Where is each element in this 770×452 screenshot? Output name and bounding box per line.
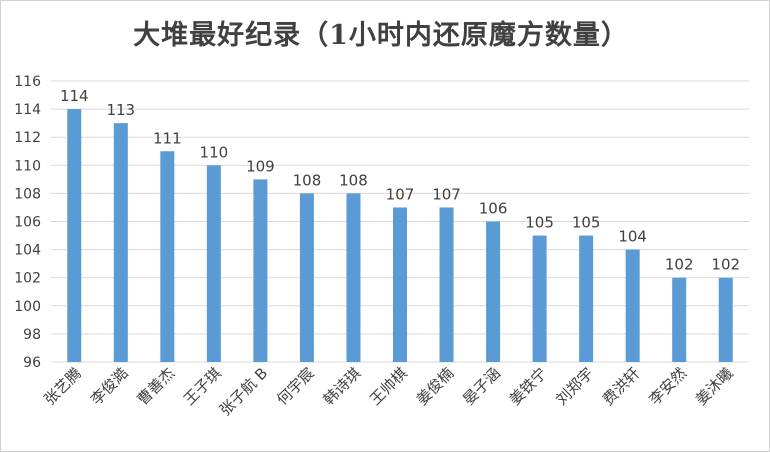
data-label: 111 [153, 129, 182, 147]
y-tick-label: 116 [14, 74, 41, 90]
bar [439, 207, 454, 362]
data-label: 113 [106, 101, 135, 119]
data-label: 107 [386, 185, 415, 203]
y-tick-label: 108 [14, 186, 41, 202]
x-tick-label: 韩诗琪 [320, 364, 365, 409]
bar [67, 109, 82, 362]
x-tick-label: 刘郑宇 [552, 364, 597, 409]
y-tick-label: 106 [14, 215, 41, 231]
data-label: 108 [293, 171, 322, 189]
data-label: 108 [339, 171, 368, 189]
x-tick-label: 何宇宸 [273, 364, 318, 409]
bar [113, 123, 128, 363]
y-tick-label: 104 [14, 243, 41, 259]
x-tick-label: 王子琪 [180, 364, 225, 409]
bar [206, 165, 221, 362]
bar [393, 207, 407, 362]
bar [579, 235, 594, 362]
bars [67, 109, 733, 363]
data-label: 107 [432, 185, 461, 203]
y-tick-label: 98 [23, 327, 41, 343]
x-tick-label: 张子航 B [216, 364, 271, 419]
x-tick-label: 张艺腾 [41, 364, 86, 409]
x-tick-label: 李俊澔 [87, 364, 132, 409]
bar [718, 277, 733, 362]
x-tick-label: 晏子涵 [459, 364, 504, 409]
y-tick-label: 110 [14, 158, 41, 174]
data-label: 106 [479, 200, 508, 218]
x-tick-label: 费洪轩 [599, 364, 644, 409]
y-tick-label: 114 [14, 102, 41, 118]
y-tick-label: 100 [14, 299, 41, 315]
data-label: 109 [246, 157, 275, 175]
x-tick-label: 李安然 [645, 364, 690, 409]
y-tick-label: 96 [23, 355, 41, 371]
data-label: 104 [618, 228, 647, 246]
data-label: 102 [711, 256, 740, 274]
x-tick-label: 曹善杰 [134, 364, 179, 409]
chart-title: 大堆最好纪录（1小时内还原魔方数量） [133, 20, 629, 51]
data-label: 105 [572, 214, 601, 232]
bar [625, 249, 640, 362]
data-labels: 114 113 111 110 109 108 108 107 107 106 105 105 104 1… [60, 87, 740, 274]
bar [672, 277, 687, 362]
data-label: 102 [665, 256, 694, 274]
y-axis-ticks: 96 98 100 102 104 106 108 110 112 114 116 [14, 74, 41, 371]
bar [532, 235, 547, 362]
x-tick-label: 王帅棋 [366, 364, 411, 409]
x-tick-label: 姜俊楠 [413, 364, 458, 409]
data-label: 105 [525, 214, 554, 232]
bar [346, 193, 361, 362]
x-tick-label: 姜铁宁 [506, 364, 551, 409]
bar [160, 151, 175, 362]
y-tick-label: 102 [14, 271, 41, 287]
data-label: 110 [200, 143, 229, 161]
bar [253, 179, 268, 362]
data-label: 114 [60, 87, 89, 105]
x-tick-label: 姜沐曦 [692, 364, 737, 409]
bar [486, 221, 501, 362]
bar [299, 193, 314, 362]
y-tick-label: 112 [14, 130, 41, 146]
